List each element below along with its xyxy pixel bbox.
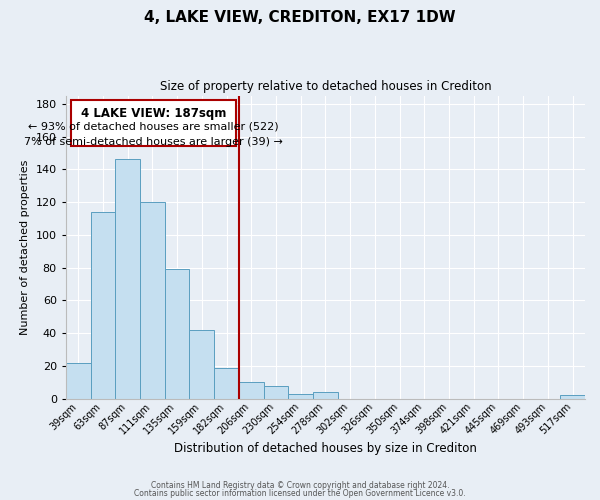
Bar [190,330,214,399]
Bar [165,270,190,399]
Text: 4 LAKE VIEW: 187sqm: 4 LAKE VIEW: 187sqm [81,107,226,120]
Bar [313,392,338,399]
Bar [91,212,115,399]
Text: Contains public sector information licensed under the Open Government Licence v3: Contains public sector information licen… [134,488,466,498]
Bar [289,394,313,399]
Text: Contains HM Land Registry data © Crown copyright and database right 2024.: Contains HM Land Registry data © Crown c… [151,481,449,490]
Title: Size of property relative to detached houses in Crediton: Size of property relative to detached ho… [160,80,491,93]
Text: ← 93% of detached houses are smaller (522): ← 93% of detached houses are smaller (52… [28,122,279,132]
Bar [263,386,289,399]
Bar [115,160,140,399]
Bar [560,396,585,399]
Text: 4, LAKE VIEW, CREDITON, EX17 1DW: 4, LAKE VIEW, CREDITON, EX17 1DW [144,10,456,25]
Bar [239,382,263,399]
Bar [66,362,91,399]
Text: 7% of semi-detached houses are larger (39) →: 7% of semi-detached houses are larger (3… [24,136,283,146]
Y-axis label: Number of detached properties: Number of detached properties [20,160,30,335]
Bar [140,202,165,399]
FancyBboxPatch shape [71,100,236,146]
X-axis label: Distribution of detached houses by size in Crediton: Distribution of detached houses by size … [174,442,477,455]
Bar [214,368,239,399]
